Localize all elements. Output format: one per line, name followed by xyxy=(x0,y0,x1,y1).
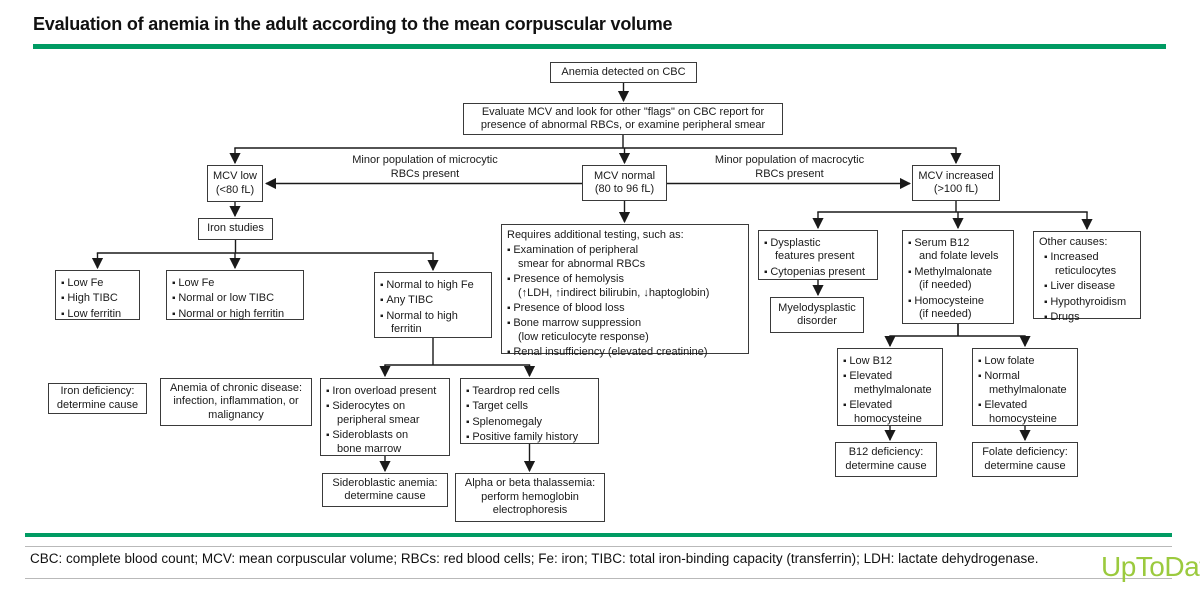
box-b12-deficiency: B12 deficiency: determine cause xyxy=(835,442,937,477)
list-item: Splenomegaly xyxy=(466,416,593,429)
uptodate-logo: UpToDate® xyxy=(1101,551,1200,583)
box-folate-deficiency: Folate deficiency: determine cause xyxy=(972,442,1078,477)
footer-accent-bar xyxy=(25,533,1172,537)
list-item: Positive family history xyxy=(466,431,593,444)
list-item: Liver disease xyxy=(1044,280,1135,293)
list-header: Requires additional testing, such as: xyxy=(507,229,684,241)
box-iron-deficiency-pattern: Low Fe High TIBC Low ferritin xyxy=(55,270,140,320)
list-item: Bone marrow suppression (low reticulocyt… xyxy=(507,317,743,344)
list-item: Low Fe xyxy=(172,277,298,290)
box-mcv-increased: MCV increased (>100 fL) xyxy=(912,165,1000,201)
label-minor-macrocytic: Minor population of macrocytic RBCs pres… xyxy=(714,154,865,180)
list-item: Sideroblasts on bone marrow xyxy=(326,429,444,456)
box-anemia-detected: Anemia detected on CBC xyxy=(550,62,697,83)
list-item: Hypothyroidism xyxy=(1044,296,1135,309)
list-item: High TIBC xyxy=(61,292,134,305)
list-item: Siderocytes on peripheral smear xyxy=(326,400,444,427)
abbreviations-footnote: CBC: complete blood count; MCV: mean cor… xyxy=(30,551,1039,566)
list-item: Elevated methylmalonate xyxy=(843,370,937,397)
title-underline xyxy=(33,44,1166,49)
box-b12-folate-testing: Serum B12 and folate levels Methylmalona… xyxy=(902,230,1014,324)
list-item: Normal to high ferritin xyxy=(380,310,486,337)
list-item: Drugs xyxy=(1044,311,1135,324)
box-dysplastic-features: Dysplastic features present Cytopenias p… xyxy=(758,230,878,280)
list-item: Renal insufficiency (elevated creatinine… xyxy=(507,346,743,359)
list-item: Elevated homocysteine xyxy=(978,399,1072,426)
list-item: Cytopenias present xyxy=(764,266,872,279)
list-item: Presence of blood loss xyxy=(507,302,743,315)
box-chronic-disease-pattern: Low Fe Normal or low TIBC Normal or high… xyxy=(166,270,304,320)
list-item: Increased reticulocytes xyxy=(1044,251,1135,278)
box-anemia-chronic-disease: Anemia of chronic disease: infection, in… xyxy=(160,378,312,426)
uptodate-logo-text: UpToDate xyxy=(1101,551,1200,582)
box-iron-studies: Iron studies xyxy=(198,218,273,240)
list-item: Normal to high Fe xyxy=(380,279,486,292)
list-item: Low folate xyxy=(978,355,1072,368)
list-item: Presence of hemolysis (↑LDH, ↑indirect b… xyxy=(507,273,743,300)
box-mcv-low: MCV low (<80 fL) xyxy=(207,165,263,202)
box-normal-high-fe-pattern: Normal to high Fe Any TIBC Normal to hig… xyxy=(374,272,492,338)
footer-divider-top xyxy=(25,546,1172,547)
list-item: Normal methylmalonate xyxy=(978,370,1072,397)
list-item: Low Fe xyxy=(61,277,134,290)
page-title: Evaluation of anemia in the adult accord… xyxy=(33,14,673,34)
list-header: Other causes: xyxy=(1039,236,1108,248)
box-myelodysplastic: Myelodysplastic disorder xyxy=(770,297,864,333)
footer-divider-bottom xyxy=(25,578,1172,579)
box-additional-testing: Requires additional testing, such as: Ex… xyxy=(501,224,749,358)
list-item: Serum B12 and folate levels xyxy=(908,237,1008,264)
box-thalassemia-findings: Teardrop red cells Target cells Splenome… xyxy=(460,378,599,444)
box-low-b12-findings: Low B12 Elevated methylmalonate Elevated… xyxy=(837,348,943,426)
list-item: Any TIBC xyxy=(380,294,486,307)
box-sideroblastic-findings: Iron overload present Siderocytes on per… xyxy=(320,378,450,456)
box-low-folate-findings: Low folate Normal methylmalonate Elevate… xyxy=(972,348,1078,426)
list-item: Dysplastic features present xyxy=(764,237,872,264)
label-minor-microcytic: Minor population of microcytic RBCs pres… xyxy=(352,154,498,180)
box-thalassemia: Alpha or beta thalassemia: perform hemog… xyxy=(455,473,605,522)
list-item: Normal or high ferritin xyxy=(172,308,298,321)
box-iron-deficiency: Iron deficiency: determine cause xyxy=(48,383,147,414)
list-item: Elevated homocysteine xyxy=(843,399,937,426)
box-mcv-normal: MCV normal (80 to 96 fL) xyxy=(582,165,667,201)
list-item: Target cells xyxy=(466,400,593,413)
list-item: Normal or low TIBC xyxy=(172,292,298,305)
box-sideroblastic-anemia: Sideroblastic anemia: determine cause xyxy=(322,473,448,507)
box-evaluate-mcv: Evaluate MCV and look for other "flags" … xyxy=(463,103,783,135)
box-other-causes: Other causes: Increased reticulocytes Li… xyxy=(1033,231,1141,323)
list-item: Iron overload present xyxy=(326,385,444,398)
list-item: Low ferritin xyxy=(61,308,134,321)
list-item: Low B12 xyxy=(843,355,937,368)
list-item: Teardrop red cells xyxy=(466,385,593,398)
list-item: Methylmalonate (if needed) xyxy=(908,266,1008,293)
list-item: Homocysteine (if needed) xyxy=(908,295,1008,322)
list-item: Examination of peripheral smear for abno… xyxy=(507,244,743,271)
